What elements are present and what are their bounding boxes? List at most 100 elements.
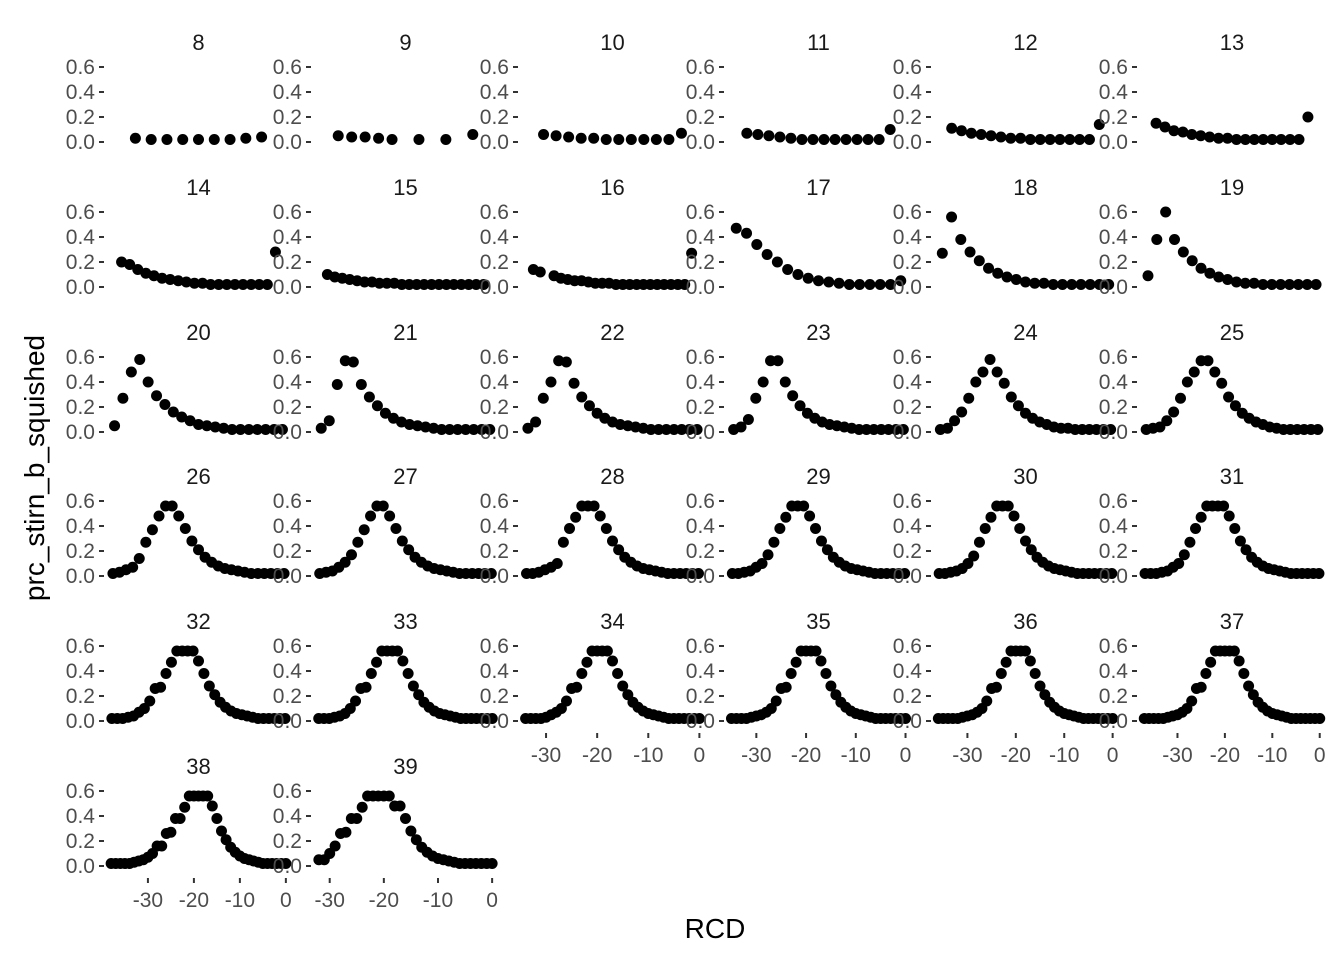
y-tick-label: 0.0 — [686, 131, 715, 154]
facet-panel: 24 0.00.20.40.6 — [893, 320, 1117, 444]
y-tick-label: 0.2 — [1099, 251, 1128, 274]
data-point — [617, 680, 629, 692]
data-point — [1216, 377, 1228, 389]
y-tick-label: 0.0 — [480, 565, 509, 588]
data-point — [949, 415, 961, 427]
data-point — [970, 376, 982, 388]
data-point — [538, 129, 550, 140]
data-point — [1075, 279, 1087, 290]
y-tick-label: 0.4 — [1099, 226, 1129, 249]
y-tick-label: 0.4 — [273, 81, 303, 104]
data-point — [1190, 523, 1202, 534]
data-point — [1054, 134, 1066, 145]
facet-panel: 33 0.00.20.40.6 — [273, 609, 498, 733]
data-point — [1222, 274, 1234, 285]
data-point — [975, 129, 987, 140]
facet-panel: 20 0.00.20.40.6 — [66, 320, 288, 444]
facet-panel: 35 0.00.20.40.6 -30 -20 -10 0 — [686, 609, 912, 767]
y-tick-label: 0.6 — [893, 56, 922, 79]
data-point — [1312, 424, 1324, 435]
data-point — [224, 134, 236, 145]
data-point — [485, 568, 497, 579]
data-point — [1240, 544, 1252, 556]
data-point — [373, 132, 385, 144]
data-point — [1168, 406, 1180, 418]
data-point — [985, 511, 997, 523]
data-point — [371, 400, 383, 412]
data-point — [127, 561, 139, 573]
data-point — [365, 510, 377, 522]
facet-panel: 8 0.00.20.40.6 — [66, 30, 268, 154]
y-tick-label: 0.0 — [893, 421, 922, 444]
data-point — [1175, 392, 1187, 404]
y-tick-label: 0.4 — [686, 81, 716, 104]
data-point — [1177, 246, 1189, 258]
data-point — [780, 511, 792, 523]
data-point — [1066, 279, 1078, 290]
data-point — [146, 524, 158, 536]
data-point — [560, 356, 572, 368]
data-point — [1233, 655, 1245, 667]
data-point — [394, 800, 406, 812]
data-point — [1204, 131, 1216, 143]
data-point — [1093, 279, 1105, 290]
data-point — [315, 422, 327, 434]
data-point — [332, 130, 344, 142]
y-tick-label: 0.6 — [1099, 346, 1128, 369]
data-point — [612, 668, 624, 679]
facet-strip-label: 14 — [186, 175, 210, 200]
data-point — [750, 392, 762, 404]
y-tick-label: 0.4 — [273, 371, 303, 394]
y-tick-label: 0.6 — [686, 346, 715, 369]
y-tick-label: 0.4 — [893, 81, 923, 104]
data-point — [785, 132, 797, 144]
facet-strip-label: 39 — [393, 754, 417, 779]
data-point — [173, 510, 185, 522]
data-point — [193, 544, 204, 556]
data-point — [350, 695, 362, 707]
data-point — [607, 535, 618, 547]
data-point — [575, 132, 587, 144]
x-tick-label: -30 — [133, 889, 163, 912]
data-point — [1218, 500, 1230, 512]
data-point — [240, 132, 252, 144]
data-point — [1093, 119, 1105, 130]
data-point — [1205, 656, 1217, 668]
data-point — [625, 134, 637, 145]
facet-panel: 30 0.00.20.40.6 — [893, 464, 1118, 588]
facet-strip-label: 19 — [1220, 175, 1244, 200]
x-tick-label: -30 — [531, 744, 561, 767]
facet-panel: 29 0.00.20.40.6 — [686, 464, 911, 588]
data-point — [992, 267, 1004, 279]
facet-panel: 21 0.00.20.40.6 — [273, 320, 496, 444]
y-tick-label: 0.4 — [66, 805, 96, 828]
y-tick-label: 0.2 — [1099, 396, 1128, 419]
data-point — [815, 535, 827, 547]
facet-strip-label: 36 — [1013, 609, 1037, 634]
data-point — [1228, 645, 1240, 657]
data-point — [1284, 279, 1295, 290]
y-tick-label: 0.0 — [66, 276, 95, 299]
y-tick-label: 0.2 — [66, 830, 95, 853]
data-point — [166, 500, 178, 512]
y-tick-label: 0.6 — [273, 56, 302, 79]
data-point — [810, 645, 822, 657]
data-point — [179, 801, 191, 813]
facet-strip-label: 34 — [600, 609, 624, 634]
data-point — [568, 377, 580, 389]
data-point — [460, 424, 472, 435]
data-point — [1034, 680, 1046, 692]
data-point — [1229, 400, 1241, 412]
y-tick-label: 0.0 — [1099, 131, 1128, 154]
data-point — [1169, 234, 1180, 245]
facet-panel: 18 0.00.20.40.6 — [893, 175, 1115, 299]
data-point — [1010, 274, 1022, 285]
data-point — [965, 127, 977, 139]
y-tick-label: 0.6 — [893, 201, 922, 224]
data-point — [1034, 134, 1046, 145]
data-point — [193, 134, 204, 145]
y-tick-label: 0.2 — [66, 251, 95, 274]
data-point — [1184, 536, 1196, 548]
data-point — [522, 422, 534, 434]
data-point — [261, 279, 273, 290]
